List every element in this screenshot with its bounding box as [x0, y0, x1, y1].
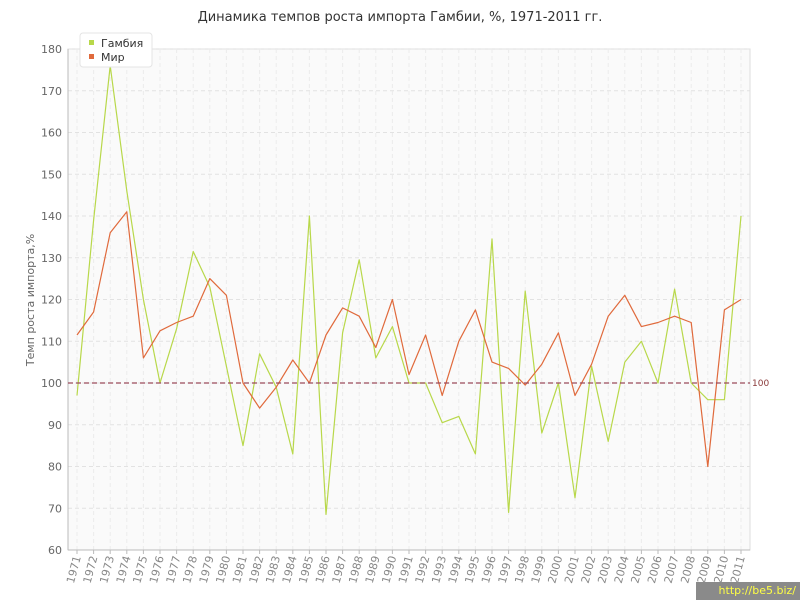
- y-tick-label: 90: [48, 419, 62, 432]
- y-tick-label: 180: [41, 43, 62, 56]
- legend-label-world: Мир: [101, 51, 125, 64]
- y-tick-label: 170: [41, 85, 62, 98]
- y-tick-label: 110: [41, 335, 62, 348]
- legend[interactable]: Гамбия Мир: [79, 32, 153, 68]
- axes: 6070809010011012013014015016017018019711…: [41, 43, 750, 585]
- reference-line-label: 100: [752, 379, 769, 389]
- series-line-world: [76, 211, 742, 468]
- chart-title: Динамика темпов роста импорта Гамбии, %,…: [198, 10, 603, 25]
- reference-line: 100: [68, 379, 769, 389]
- y-axis-label: Темп роста импорта,%: [24, 234, 37, 367]
- legend-box: [79, 32, 153, 68]
- y-tick-label: 80: [48, 461, 62, 474]
- y-tick-label: 60: [48, 544, 62, 557]
- legend-swatch-gambia: [89, 40, 94, 45]
- watermark: http://be5.biz/: [696, 582, 800, 600]
- legend-swatch-world: [89, 54, 94, 59]
- y-tick-label: 160: [41, 127, 62, 140]
- y-tick-label: 150: [41, 168, 62, 181]
- y-tick-label: 130: [41, 252, 62, 265]
- y-tick-label: 100: [41, 377, 62, 390]
- y-tick-label: 120: [41, 294, 62, 307]
- x-tick-label: 2011: [728, 554, 748, 584]
- plot-area: [67, 48, 751, 551]
- legend-label-gambia: Гамбия: [101, 37, 143, 50]
- y-tick-label: 70: [48, 502, 62, 515]
- y-tick-label: 140: [41, 210, 62, 223]
